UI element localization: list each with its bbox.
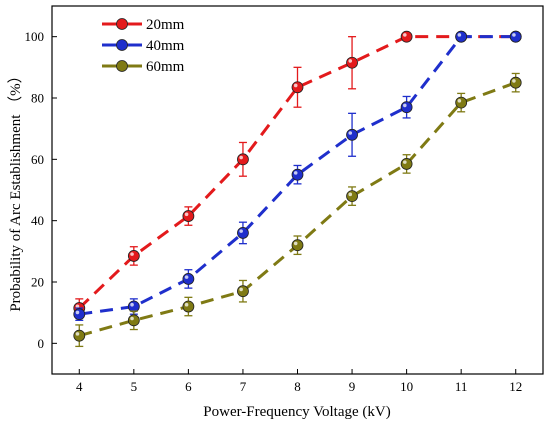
legend-item: 60mm [102, 59, 185, 75]
data-point [127, 300, 140, 313]
data-point [182, 300, 195, 313]
point-highlight [512, 79, 516, 83]
x-tick-label: 11 [455, 379, 468, 394]
series-layer [73, 30, 522, 348]
series-60mm [73, 72, 522, 348]
legend-swatch-marker [116, 39, 128, 51]
plot-frame [51, 5, 544, 375]
data-point [73, 308, 86, 321]
point-highlight [348, 59, 353, 63]
data-point [73, 329, 86, 342]
point-highlight [130, 302, 134, 307]
y-tick-label: 0 [38, 336, 45, 351]
point-highlight [184, 275, 189, 279]
y-tick-label: 40 [31, 213, 44, 228]
point-highlight [293, 83, 298, 88]
data-point [400, 158, 413, 170]
legend-label: 20mm [146, 17, 185, 33]
legend-label: 40mm [146, 38, 185, 54]
data-point [127, 314, 140, 327]
series-line [78, 81, 517, 338]
x-tick-label: 9 [349, 379, 356, 394]
data-point [455, 30, 468, 43]
point-highlight [348, 192, 353, 197]
point-highlight [293, 241, 298, 246]
data-point [509, 76, 522, 89]
data-point [182, 273, 195, 285]
data-point [346, 56, 358, 69]
point-highlight [75, 332, 80, 336]
data-point [291, 239, 304, 252]
data-point [400, 101, 413, 114]
point-highlight [239, 287, 243, 292]
legend-swatch-marker [116, 18, 128, 30]
series-40mm [73, 30, 522, 321]
y-axis-title: Probability of Arc Establishment （%） [7, 68, 24, 311]
data-point [346, 128, 358, 141]
point-highlight [239, 229, 243, 233]
data-point [509, 30, 522, 43]
data-point [291, 81, 304, 94]
point-highlight [403, 103, 407, 108]
x-axis-ticks: 4 5 6 7 8 9 10 11 12 [76, 369, 522, 394]
data-point [237, 227, 249, 239]
series-line [78, 35, 516, 310]
x-axis-title: Power-Frequency Voltage (kV) [203, 404, 390, 420]
series-line [79, 35, 516, 316]
point-highlight [184, 302, 189, 307]
point-highlight [348, 131, 353, 135]
y-tick-label: 100 [25, 29, 45, 44]
point-highlight [75, 310, 80, 315]
legend-label: 60mm [146, 59, 185, 75]
x-tick-label: 4 [76, 379, 83, 394]
data-point [346, 190, 358, 203]
y-axis-ticks: 0 20 40 60 80 100 [25, 29, 57, 351]
data-point [455, 96, 468, 109]
y-tick-label: 60 [31, 152, 44, 167]
data-point [237, 153, 249, 166]
x-tick-label: 10 [400, 379, 413, 394]
point-highlight [403, 33, 407, 37]
x-tick-label: 8 [294, 379, 301, 394]
x-tick-label: 5 [131, 379, 138, 394]
data-point [237, 285, 249, 298]
data-point [400, 30, 413, 43]
data-point [127, 250, 140, 262]
point-highlight [293, 171, 298, 175]
point-highlight [184, 212, 189, 217]
point-highlight [457, 33, 462, 37]
point-highlight [130, 252, 134, 256]
y-tick-label: 80 [31, 91, 44, 106]
x-tick-label: 12 [509, 379, 522, 394]
legend: 20mm 40mm 60mm [102, 17, 185, 75]
y-tick-label: 20 [31, 275, 44, 290]
legend-swatch-marker [116, 60, 128, 72]
point-highlight [512, 33, 516, 37]
data-point [291, 168, 304, 181]
data-point [182, 210, 195, 222]
point-highlight [403, 160, 407, 164]
x-tick-label: 6 [185, 379, 192, 394]
legend-item: 20mm [102, 17, 185, 33]
plot-area: 4 5 6 7 8 9 10 11 12 0 20 40 60 80 100 [25, 5, 544, 394]
x-tick-label: 7 [240, 379, 247, 394]
legend-item: 40mm [102, 38, 185, 54]
point-highlight [239, 155, 243, 160]
point-highlight [75, 304, 80, 309]
point-highlight [130, 316, 134, 321]
point-highlight [457, 99, 462, 103]
